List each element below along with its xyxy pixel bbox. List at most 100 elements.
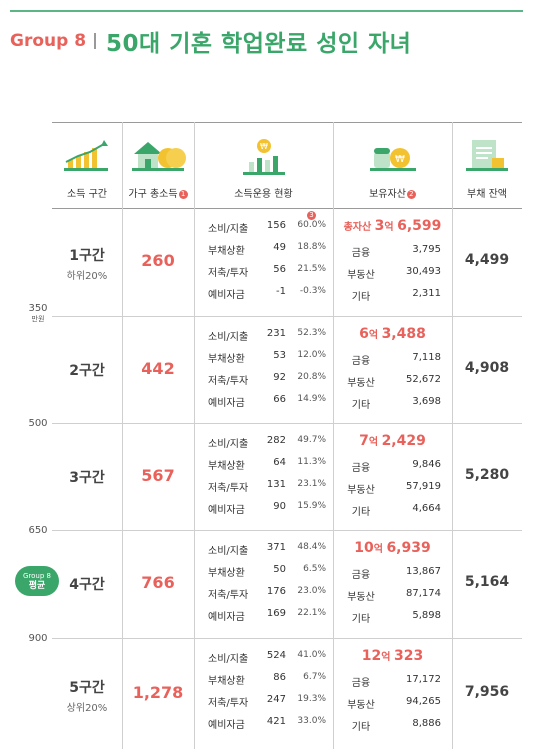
usage-label: 부채상환 [208,676,245,687]
asset-value: 3,795 [412,244,441,255]
header-bottom-rule [52,208,522,209]
usage-item: 소비/지출 231 52.3% [194,328,333,344]
usage-item: 부채상환 50 6.5% [194,564,333,580]
usage-value: 92 [273,372,286,383]
header-label: 가구 총소득 1 [122,185,194,200]
usage-label: 소비/지출 [208,224,249,235]
asset-label: 부동산 [347,700,375,711]
asset-value: 87,174 [406,588,441,599]
average-badge: Group 8 평균 [15,566,59,596]
usage-pct: 21.5% [297,264,326,274]
usage-value: 131 [266,479,286,490]
bracket-label: 2구간 [69,362,105,379]
usage-pct: 23.1% [297,479,326,489]
usage-item: 예비자금 90 15.9% [194,501,333,517]
usage-value: 371 [266,542,286,553]
usage-pct: 15.9% [297,501,326,511]
asset-label: 금융 [351,248,371,259]
asset-label: 기타 [351,400,371,411]
asset-label: 금융 [351,356,371,367]
debt-balance: 5,280 [464,466,510,483]
household-income: 260 [141,251,175,270]
usage-value: 282 [266,435,286,446]
asset-value: 7,118 [412,352,441,363]
usage-label: 저축/투자 [208,483,249,494]
column-divider [194,122,195,749]
usage-value: 56 [273,264,286,275]
asset-item: 금융 3,795 [333,244,452,260]
usage-item: 부채상환 49 18.8% [194,242,333,258]
usage-item: 부채상환 64 11.3% [194,457,333,473]
usage-item: 소비/지출 282 49.7% [194,435,333,451]
bracket-name: 2구간 [52,360,122,382]
usage-item: 저축/투자 176 23.0% [194,586,333,602]
usage-pct: 6.5% [303,564,326,574]
bracket-label: 3구간 [69,469,105,486]
asset-item: 부동산 52,672 [333,374,452,390]
usage-pct: 19.3% [297,694,326,704]
usage-label: 예비자금 [208,398,245,409]
row-divider [52,316,522,317]
usage-value: 247 [266,694,286,705]
usage-pct: 22.1% [297,608,326,618]
usage-value: 49 [273,242,286,253]
usage-value: 176 [266,586,286,597]
asset-value: 4,664 [412,503,441,514]
usage-pct: 33.0% [297,716,326,726]
debt-balance: 7,956 [464,683,510,700]
table-row: 3구간 567 소비/지출 282 49.7% 부채상환 64 11.3% 저축/투자 131… [52,423,522,530]
usage-pct: 23.0% [297,586,326,596]
asset-value: 52,672 [406,374,441,385]
asset-value: 9,846 [412,459,441,470]
usage-value: 86 [273,672,286,683]
usage-item: 저축/투자 56 21.5% [194,264,333,280]
usage-item: 예비자금 421 33.0% [194,716,333,732]
asset-value: 13,867 [406,566,441,577]
usage-label: 소비/지출 [208,546,249,557]
usage-value: 50 [273,564,286,575]
header-label: 보유자산 2 [333,185,452,200]
usage-pct: 11.3% [297,457,326,467]
axis-tick: 350 만원 [28,303,48,323]
usage-pct: 14.9% [297,394,326,404]
asset-label: 금융 [351,463,371,474]
total-assets: 10억 6,939 [354,540,431,556]
header-debt: 부채 잔액 [452,122,522,208]
table-row: 4구간 766 소비/지출 371 48.4% 부채상환 50 6.5% 저축/투자 176 2… [52,530,522,638]
bracket-label: 1구간 [69,248,105,264]
asset-item: 부동산 30,493 [333,266,452,282]
header-usage: ₩ 소득운용 현황 [194,122,333,208]
asset-label: 부동산 [347,378,375,389]
usage-label: 저축/투자 [208,590,249,601]
usage-value: 66 [273,394,286,405]
asset-label: 기타 [351,292,371,303]
top-rule [10,10,523,12]
growth-chart-icon [64,140,108,171]
usage-item: 부채상환 53 12.0% [194,350,333,366]
usage-item: 예비자금 66 14.9% [194,394,333,410]
house-coins-icon [132,142,186,171]
bracket-name: 3구간 [52,467,122,489]
bracket-label: 4구간 [69,577,105,593]
asset-item: 부동산 94,265 [333,696,452,712]
coin-stack-icon: ₩ [369,148,416,171]
usage-label: 저축/투자 [208,268,249,279]
table-row: 2구간 442 소비/지출 231 52.3% 부채상환 53 12.0% 저축/투자 92 2… [52,316,522,423]
asset-value: 5,898 [412,610,441,621]
column-divider [333,122,334,749]
note-badge: 2 [406,190,416,199]
asset-item: 기타 5,898 [333,610,452,626]
asset-value: 3,698 [412,396,441,407]
usage-value: 421 [266,716,286,727]
header-label: 소득 구간 [67,189,107,200]
usage-pct: -0.3% [299,286,326,296]
usage-item: 저축/투자 92 20.8% [194,372,333,388]
group-label: Group 8 [10,31,87,51]
header-separator [94,33,97,49]
usage-value: 524 [266,650,286,661]
asset-label: 부동산 [347,270,375,281]
page-title: 50대 기혼 학업완료 성인 자녀 [106,31,412,57]
note-badge: 1 [178,190,188,199]
household-income: 1,278 [132,682,184,702]
asset-item: 기타 4,664 [333,503,452,519]
